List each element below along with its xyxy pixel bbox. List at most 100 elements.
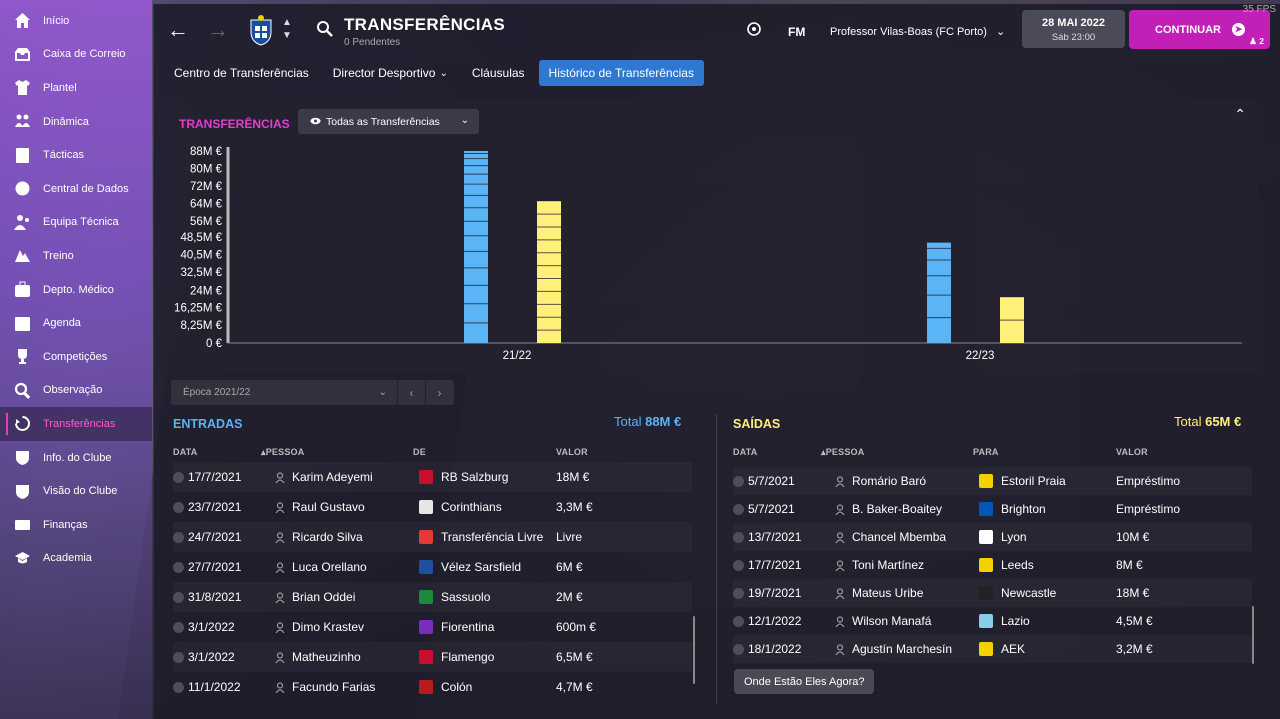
sidebar-item-scouting[interactable]: Observação [0, 374, 152, 408]
medical-icon [13, 281, 31, 299]
incoming-scrollbar[interactable] [693, 616, 695, 684]
player-name[interactable]: Agustín Marchesín [852, 642, 953, 656]
club-name[interactable]: Estoril Praia [1001, 474, 1066, 488]
club-name[interactable]: Leeds [1001, 558, 1034, 572]
fm-menu-button[interactable]: FM [788, 25, 806, 39]
table-row[interactable]: 3/1/2022 Dimo Krastev Fiorentina 600m € [173, 612, 692, 642]
collapse-chevron-icon[interactable]: ⌃ [1234, 106, 1246, 122]
column-header-valor[interactable]: VALOR [1116, 447, 1148, 457]
player-name[interactable]: Brian Oddei [292, 590, 356, 604]
table-row[interactable]: 13/7/2021 Chancel Mbemba Lyon 10M € [733, 523, 1252, 551]
column-header-valor[interactable]: VALOR [556, 447, 588, 457]
season-next-button[interactable]: › [425, 380, 453, 405]
club-name[interactable]: Sassuolo [441, 590, 491, 604]
tab-director-desportivo[interactable]: Director Desportivo ⌄ [323, 60, 458, 86]
column-header-data[interactable]: DATA [173, 447, 198, 457]
sidebar-item-home[interactable]: Início [0, 4, 152, 38]
finances-icon [13, 516, 31, 534]
table-row[interactable]: 11/1/2022 Facundo Farias Colón 4,7M € [173, 672, 692, 702]
table-row[interactable]: 5/7/2021 B. Baker-Boaitey Brighton Emprésti… [733, 495, 1252, 523]
sidebar-item-label: Treino [43, 249, 74, 262]
tab-hist-rico-de-transfer-ncias[interactable]: Histórico de Transferências [538, 60, 704, 86]
club-name[interactable]: Brighton [1001, 502, 1046, 516]
sidebar-item-academy[interactable]: Academia [0, 542, 152, 576]
player-name[interactable]: Wilson Manafá [852, 614, 932, 628]
sidebar-item-inbox[interactable]: Caixa de Correio [0, 38, 152, 72]
transfer-date: 17/7/2021 [748, 558, 802, 572]
sidebar-item-data-hub[interactable]: Central de Dados [0, 172, 152, 206]
table-row[interactable]: 17/7/2021 Karim Adeyemi RB Salzburg 18M € [173, 462, 692, 492]
back-arrow-icon[interactable]: ← [167, 17, 189, 42]
search-icon[interactable] [316, 20, 334, 38]
player-name[interactable]: Matheuzinho [292, 650, 361, 664]
date-box[interactable]: 28 MAI 2022 Sáb 23:00 [1022, 10, 1125, 48]
player-name[interactable]: Toni Martínez [852, 558, 925, 572]
column-header-pessoa[interactable]: ▴PESSOA [261, 447, 305, 457]
club-name[interactable]: Newcastle [1001, 586, 1057, 600]
chart-filter-dropdown[interactable]: Todas as Transferências ⌄ [298, 109, 479, 134]
manager-selector[interactable]: Professor Vilas-Boas (FC Porto) ⌄ [830, 25, 1005, 38]
table-row[interactable]: 31/8/2021 Brian Oddei Sassuolo 2M € [173, 582, 692, 612]
player-name[interactable]: Raul Gustavo [292, 500, 365, 514]
sidebar-item-dynamics[interactable]: Dinâmica [0, 105, 152, 139]
sidebar-item-finances[interactable]: Finanças [0, 508, 152, 542]
settings-ball-icon[interactable] [746, 21, 762, 40]
player-name[interactable]: Facundo Farias [292, 680, 376, 694]
player-name[interactable]: B. Baker-Boaitey [852, 502, 943, 516]
continue-button[interactable]: CONTINUAR ➤ ♟ 2 [1129, 10, 1270, 49]
tab-centro-de-transfer-ncias[interactable]: Centro de Transferências [164, 60, 319, 86]
player-name[interactable]: Mateus Uribe [852, 586, 924, 600]
table-row[interactable]: 17/7/2021 Toni Martínez Leeds 8M € [733, 551, 1252, 579]
x-tick-label: 22/23 [966, 350, 995, 362]
player-name[interactable]: Ricardo Silva [292, 530, 363, 544]
sidebar-item-club-info[interactable]: Info. do Clube [0, 441, 152, 475]
club-name[interactable]: Flamengo [441, 650, 495, 664]
table-row[interactable]: 23/7/2021 Raul Gustavo Corinthians 3,3M € [173, 492, 692, 522]
table-row[interactable]: 12/1/2022 Wilson Manafá Lazio 4,5M € [733, 607, 1252, 635]
season-prev-button[interactable]: ‹ [397, 380, 425, 405]
table-row[interactable]: 24/7/2021 Ricardo Silva Transferência Livr… [173, 522, 692, 552]
player-name[interactable]: Karim Adeyemi [292, 470, 373, 484]
sidebar-item-shirt[interactable]: Plantel [0, 71, 152, 105]
player-name[interactable]: Chancel Mbemba [852, 530, 947, 544]
club-name[interactable]: Colón [441, 680, 473, 694]
player-name[interactable]: Luca Orellano [292, 560, 367, 574]
sidebar-item-medical[interactable]: Depto. Médico [0, 273, 152, 307]
club-name[interactable]: Lazio [1001, 614, 1030, 628]
club-name[interactable]: RB Salzburg [441, 470, 509, 484]
season-dropdown[interactable]: Época 2021/22 ⌄ [171, 380, 397, 405]
table-row[interactable]: 19/7/2021 Mateus Uribe Newcastle 18M € [733, 579, 1252, 607]
fc-porto-crest-icon[interactable] [248, 14, 274, 46]
club-name[interactable]: Vélez Sarsfield [441, 560, 522, 574]
player-name[interactable]: Dimo Krastev [292, 620, 365, 634]
table-row[interactable]: 5/7/2021 Romário Baró Estoril Praia Emprést… [733, 467, 1252, 495]
outgoing-scrollbar[interactable] [1252, 606, 1254, 664]
sidebar-item-calendar[interactable]: Agenda [0, 306, 152, 340]
column-header-data[interactable]: DATA [733, 447, 758, 457]
sidebar-item-training[interactable]: Treino [0, 239, 152, 273]
y-tick-label: 88M € [190, 146, 223, 158]
club-name[interactable]: Transferência Livre [441, 530, 544, 544]
sidebar-item-trophy[interactable]: Competições [0, 340, 152, 374]
table-row[interactable]: 18/1/2022 Agustín Marchesín AEK 3,2M € [733, 635, 1252, 663]
where-are-they-now-button[interactable]: Onde Estão Eles Agora? [734, 669, 875, 694]
column-header-para[interactable]: PARA [973, 447, 999, 457]
sidebar-item-staff[interactable]: Equipa Técnica [0, 206, 152, 240]
club-name[interactable]: Fiorentina [441, 620, 495, 634]
person-icon [835, 531, 845, 543]
player-name[interactable]: Romário Baró [852, 474, 927, 488]
club-name[interactable]: Lyon [1001, 530, 1027, 544]
club-name[interactable]: Corinthians [441, 500, 502, 514]
forward-arrow-icon[interactable]: → [207, 17, 229, 42]
column-header-pessoa[interactable]: ▴PESSOA [821, 447, 865, 457]
sidebar-item-club-vision[interactable]: Visão do Clube [0, 474, 152, 508]
sidebar-item-transfers[interactable]: Transferências [0, 407, 152, 441]
table-row[interactable]: 3/1/2022 Matheuzinho Flamengo 6,5M € [173, 642, 692, 672]
tab-cl-usulas[interactable]: Cláusulas [462, 60, 535, 86]
table-row[interactable]: 27/7/2021 Luca Orellano Vélez Sarsfield 6M … [173, 552, 692, 582]
column-header-de[interactable]: DE [413, 447, 426, 457]
club-name[interactable]: AEK [1001, 642, 1026, 656]
sidebar-item-tactics[interactable]: Tácticas [0, 138, 152, 172]
dynamics-icon [13, 113, 31, 131]
club-switch-arrows[interactable]: ▲ ▼ [282, 17, 292, 41]
